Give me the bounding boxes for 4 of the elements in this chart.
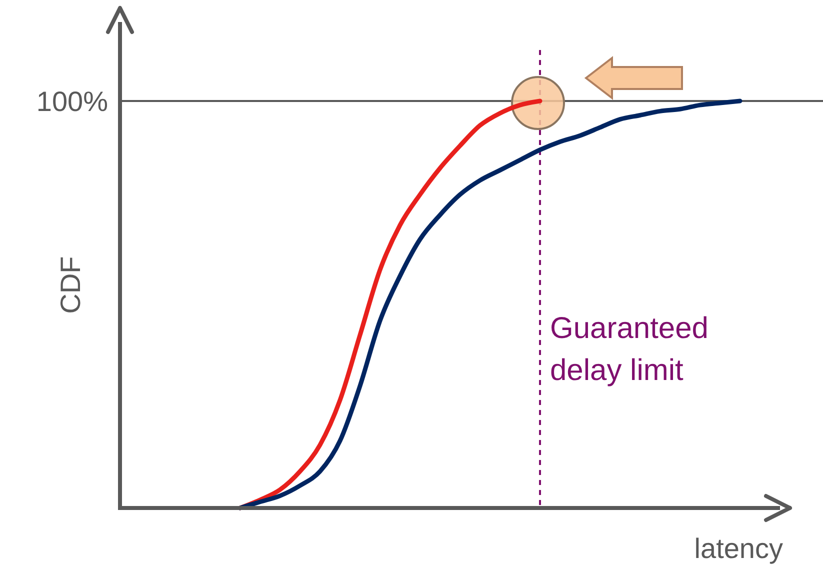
y-axis-title: CDF <box>55 256 86 314</box>
annotation: Guaranteed delay limit <box>550 312 708 387</box>
ref-line-label: 100% <box>36 86 108 117</box>
x-axis-title: latency <box>694 533 783 564</box>
